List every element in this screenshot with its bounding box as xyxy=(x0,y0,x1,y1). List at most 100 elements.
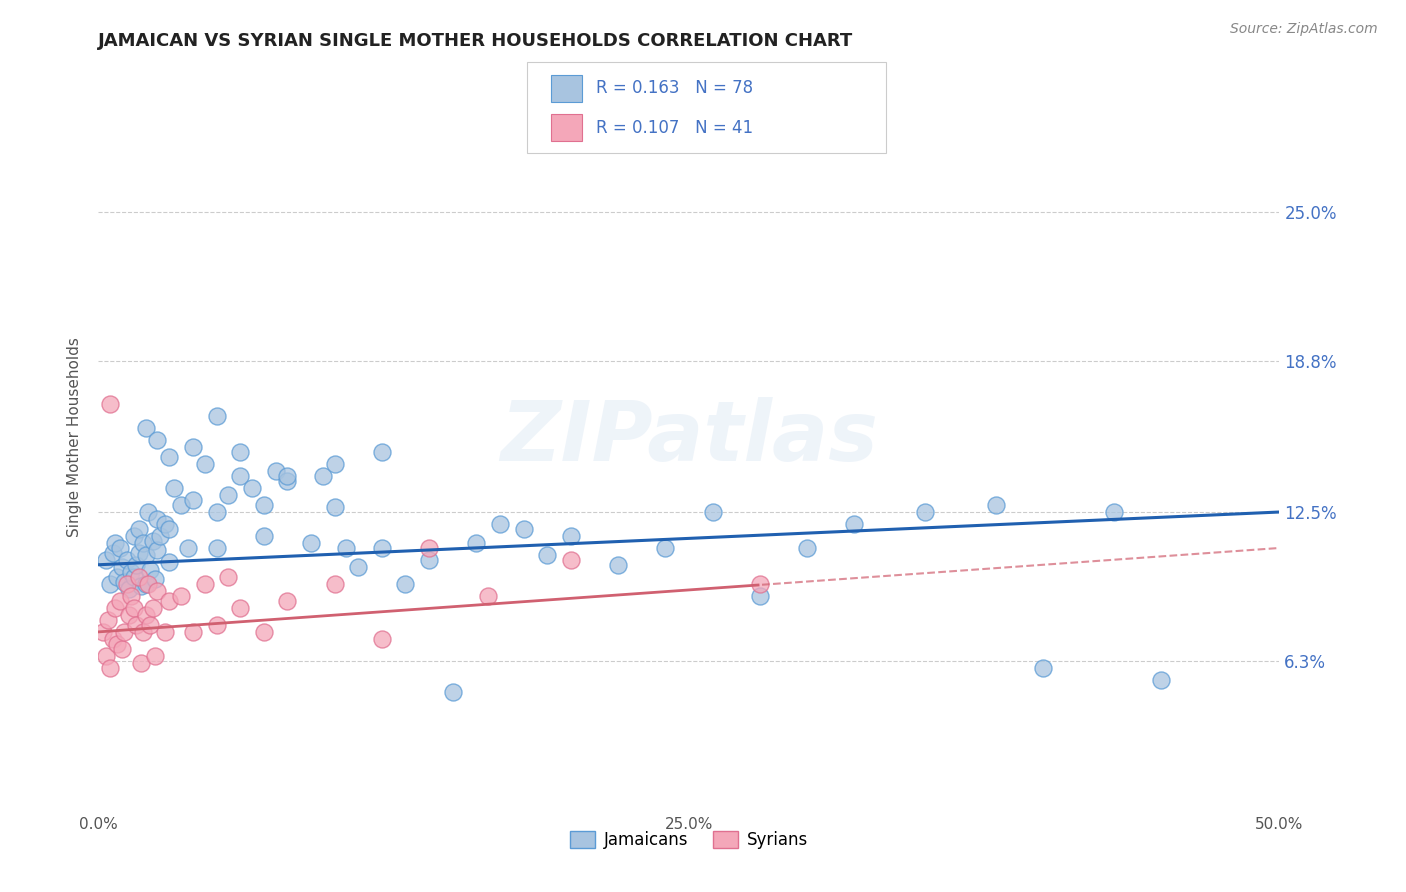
Text: R = 0.163   N = 78: R = 0.163 N = 78 xyxy=(596,79,754,97)
Point xyxy=(94,648,117,663)
Point xyxy=(98,577,121,591)
Point xyxy=(229,445,252,459)
Point xyxy=(121,565,143,579)
Point xyxy=(153,624,176,639)
Point xyxy=(371,541,394,555)
Point xyxy=(129,579,152,593)
Point xyxy=(94,553,117,567)
Point xyxy=(136,577,159,591)
Point xyxy=(122,529,145,543)
Point xyxy=(125,617,148,632)
Point xyxy=(98,661,121,675)
Point xyxy=(194,577,217,591)
Point xyxy=(108,593,131,607)
Point xyxy=(418,541,440,555)
Point xyxy=(143,648,166,663)
Point xyxy=(170,498,193,512)
Point xyxy=(122,570,145,584)
Point xyxy=(104,601,127,615)
Point xyxy=(477,589,499,603)
Point xyxy=(112,624,135,639)
Point xyxy=(371,632,394,646)
Point xyxy=(108,541,131,555)
Point xyxy=(607,558,630,572)
Point xyxy=(129,656,152,670)
Point xyxy=(105,570,128,584)
Point xyxy=(115,577,138,591)
Point xyxy=(132,536,155,550)
Text: ZIPatlas: ZIPatlas xyxy=(501,397,877,477)
Point xyxy=(702,505,724,519)
Point xyxy=(146,543,169,558)
Point xyxy=(163,481,186,495)
Point xyxy=(101,546,124,560)
Point xyxy=(796,541,818,555)
Point xyxy=(1150,673,1173,687)
Point xyxy=(536,548,558,562)
Point xyxy=(205,409,228,423)
Point xyxy=(170,589,193,603)
Text: Source: ZipAtlas.com: Source: ZipAtlas.com xyxy=(1230,22,1378,37)
Point xyxy=(914,505,936,519)
Point xyxy=(276,593,298,607)
Point xyxy=(748,577,770,591)
Point xyxy=(157,555,180,569)
Point xyxy=(128,546,150,560)
Point xyxy=(98,397,121,411)
Point xyxy=(157,450,180,464)
Point xyxy=(118,582,141,596)
Point xyxy=(101,632,124,646)
Point xyxy=(205,541,228,555)
Point xyxy=(112,574,135,589)
Point xyxy=(489,516,512,531)
Point xyxy=(142,533,165,548)
Point xyxy=(111,560,134,574)
Point xyxy=(465,536,488,550)
Point xyxy=(253,624,276,639)
Point xyxy=(229,601,252,615)
Point xyxy=(229,469,252,483)
Point xyxy=(335,541,357,555)
Point xyxy=(153,516,176,531)
Point xyxy=(139,563,162,577)
Point xyxy=(323,500,346,515)
Point xyxy=(217,570,239,584)
Point xyxy=(205,617,228,632)
Point xyxy=(181,440,204,454)
Point xyxy=(217,488,239,502)
Point xyxy=(748,589,770,603)
Point xyxy=(181,493,204,508)
Point xyxy=(139,617,162,632)
Point xyxy=(1102,505,1125,519)
Point xyxy=(181,624,204,639)
Point xyxy=(418,553,440,567)
Point xyxy=(132,624,155,639)
Point xyxy=(371,445,394,459)
Point xyxy=(115,553,138,567)
Point xyxy=(844,516,866,531)
Legend: Jamaicans, Syrians: Jamaicans, Syrians xyxy=(564,824,814,855)
Point xyxy=(125,558,148,572)
Point xyxy=(240,481,263,495)
Point xyxy=(560,529,582,543)
Point xyxy=(97,613,120,627)
Point xyxy=(111,641,134,656)
Point xyxy=(276,469,298,483)
Point xyxy=(104,536,127,550)
Point xyxy=(105,637,128,651)
Point xyxy=(177,541,200,555)
Point xyxy=(135,577,157,591)
Point xyxy=(560,553,582,567)
Point xyxy=(149,529,172,543)
Point xyxy=(135,421,157,435)
Point xyxy=(157,593,180,607)
Point xyxy=(143,572,166,586)
Point xyxy=(121,589,143,603)
Point xyxy=(1032,661,1054,675)
Point xyxy=(142,601,165,615)
Text: JAMAICAN VS SYRIAN SINGLE MOTHER HOUSEHOLDS CORRELATION CHART: JAMAICAN VS SYRIAN SINGLE MOTHER HOUSEHO… xyxy=(98,32,853,50)
Point xyxy=(157,522,180,536)
Point xyxy=(128,522,150,536)
Point xyxy=(135,608,157,623)
Point xyxy=(441,685,464,699)
